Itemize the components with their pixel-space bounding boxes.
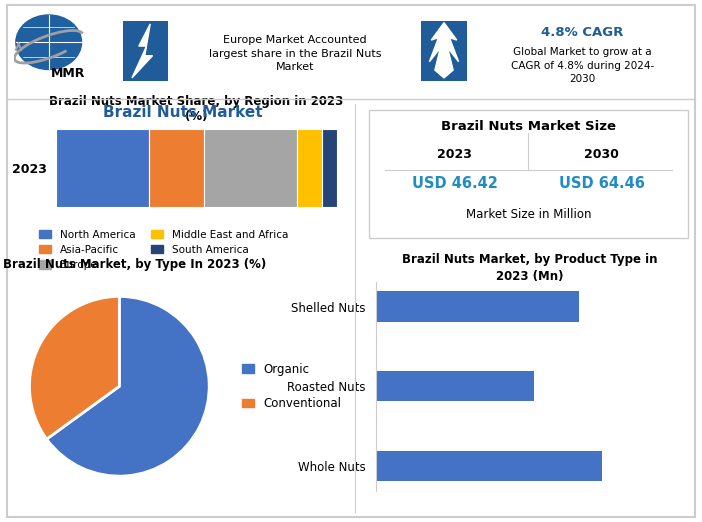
Text: USD 64.46: USD 64.46 xyxy=(559,176,644,191)
Legend: North America, Asia-Pacific, Europe, Middle East and Africa, South America: North America, Asia-Pacific, Europe, Mid… xyxy=(39,230,289,270)
Text: 4.8% CAGR: 4.8% CAGR xyxy=(541,26,624,39)
Text: Market Size in Million: Market Size in Million xyxy=(465,208,591,221)
FancyBboxPatch shape xyxy=(420,19,468,82)
Bar xyxy=(149,129,204,208)
Text: Brazil Nuts Market: Brazil Nuts Market xyxy=(102,105,263,120)
Bar xyxy=(322,129,337,208)
Bar xyxy=(376,291,579,322)
Bar xyxy=(204,129,297,208)
Polygon shape xyxy=(430,22,458,78)
Bar xyxy=(376,451,602,481)
Text: Global Market to grow at a
CAGR of 4.8% during 2024-
2030: Global Market to grow at a CAGR of 4.8% … xyxy=(511,48,654,84)
Text: Brazil Nuts Market Size: Brazil Nuts Market Size xyxy=(441,120,616,133)
Bar xyxy=(376,371,534,401)
Text: Europe Market Accounted
largest share in the Brazil Nuts
Market: Europe Market Accounted largest share in… xyxy=(208,35,381,72)
Bar xyxy=(56,129,149,208)
Text: 2023: 2023 xyxy=(437,148,472,161)
FancyBboxPatch shape xyxy=(121,19,170,82)
Wedge shape xyxy=(46,296,209,476)
Title: Brazil Nuts Market Share, by Region in 2023
(%): Brazil Nuts Market Share, by Region in 2… xyxy=(49,94,344,123)
Text: Brazil Nuts Market, by Product Type in
2023 (Mn): Brazil Nuts Market, by Product Type in 2… xyxy=(402,253,658,283)
Text: USD 46.42: USD 46.42 xyxy=(412,176,498,191)
Legend: Organic, Conventional: Organic, Conventional xyxy=(237,358,346,414)
Polygon shape xyxy=(132,24,152,78)
Wedge shape xyxy=(29,296,119,439)
Bar xyxy=(297,129,322,208)
Text: 2030: 2030 xyxy=(584,148,619,161)
Text: Brazil Nuts Market, by Type In 2023 (%): Brazil Nuts Market, by Type In 2023 (%) xyxy=(3,258,266,271)
Circle shape xyxy=(16,15,81,69)
Text: MMR: MMR xyxy=(51,67,85,80)
